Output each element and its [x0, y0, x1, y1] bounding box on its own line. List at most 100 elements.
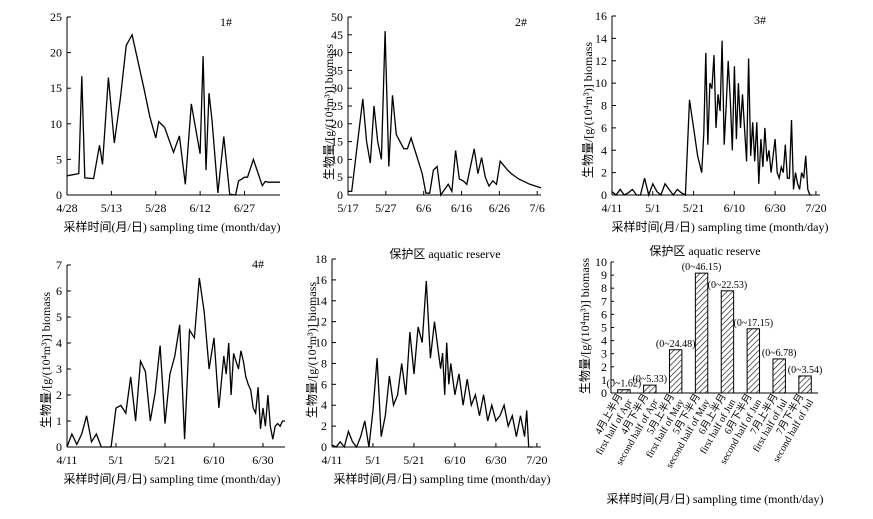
bar-range-label: (0~24.48): [656, 339, 696, 350]
y-axis-label: 生物量/[g/(10⁴m³)] biomass: [39, 292, 53, 428]
y-tick-label: 50: [331, 10, 343, 24]
y-tick-label: 6: [56, 284, 62, 298]
x-axis-label: 采样时间(月/日) sampling time (month/day): [64, 471, 281, 486]
y-axis-label: 生物量/[g/(10⁴m³)] biomass: [581, 42, 595, 178]
x-tick-label: 5/21: [683, 201, 704, 215]
x-tick-label: 6/30: [485, 453, 506, 467]
x-tick-label: 6/30: [252, 453, 273, 467]
y-tick-label: 4: [601, 334, 607, 348]
y-tick-label: 5: [337, 170, 343, 184]
chart-station3: 0 2 4 6 8 10 12 14 16 4/11 5/1 5/21 6/10 6/30 7/20: [595, 9, 827, 215]
series-line: [66, 277, 285, 448]
y-tick-label: 25: [50, 10, 62, 24]
y-tick-label: 10: [595, 255, 607, 269]
y-tick-label: 35: [331, 63, 343, 77]
x-tick-label: 6/16: [451, 201, 472, 215]
y-tick-label: 3: [601, 347, 607, 361]
x-tick-label: 6/6: [416, 201, 431, 215]
chart-reserve_line: 0 2 4 6 8 10 12 14 16 18 4/11 5/1 5/21 6/10 6/30 7/20: [315, 252, 548, 467]
series-line: [331, 280, 533, 449]
panel-title: 保护区 aquatic reserve: [389, 247, 500, 261]
bar: [643, 384, 657, 394]
y-tick-label: 8: [321, 356, 327, 370]
y-tick-label: 18: [315, 252, 327, 266]
y-tick-label: 8: [601, 281, 607, 295]
x-tick-label: 4/11: [322, 453, 343, 467]
x-tick-label: 5/1: [645, 201, 660, 215]
y-tick-label: 40: [331, 46, 343, 60]
chart-station1: 0 5 10 15 20 25 4/28 5/13 5/28 6/12 6/27: [50, 10, 280, 215]
bar: [694, 272, 709, 394]
y-tick-label: 10: [50, 117, 62, 131]
y-tick-label: 4: [601, 143, 607, 157]
bar: [746, 328, 761, 394]
x-tick-label: 7/6: [530, 201, 545, 215]
chart-station4: 0 1 2 3 4 5 6 7 4/11 5/1 5/21 6/10 6/30: [56, 258, 285, 467]
y-tick-label: 5: [56, 310, 62, 324]
y-tick-label: 6: [601, 121, 607, 135]
y-tick-label: 4: [321, 398, 327, 412]
x-tick-label: 5/1: [365, 453, 380, 467]
y-tick-label: 20: [331, 117, 343, 131]
bar-range-label: (0~1.62): [607, 379, 642, 390]
x-tick-label: 7/20: [805, 201, 826, 215]
y-tick-label: 10: [331, 152, 343, 166]
y-tick-label: 15: [331, 135, 343, 149]
y-tick-label: 10: [595, 76, 607, 90]
y-tick-label: 15: [50, 81, 62, 95]
x-axis-label: 采样时间(月/日) sampling time (month/day): [607, 491, 824, 506]
x-tick-label: 6/10: [203, 453, 224, 467]
y-tick-label: 1: [601, 373, 607, 387]
x-axis-label: 采样时间(月/日) sampling time (month/day): [64, 219, 281, 234]
bar-range-label: (0~22.53): [708, 280, 748, 291]
panel-station1: 1# 采样时间(月/日) sampling time (month/day): [64, 15, 281, 234]
x-tick-label: 6/27: [234, 201, 255, 215]
panel-station4: 4# 生物量/[g/(10⁴m³)] biomass 采样时间(月/日) sam…: [39, 257, 280, 486]
x-tick-label: 5/17: [337, 201, 358, 215]
y-tick-label: 4: [56, 336, 62, 350]
panel-station2: 2# 生物量/[g/(10⁴m³)] biomass: [322, 15, 527, 180]
bar-range-label: (0~5.33): [633, 374, 668, 385]
y-tick-label: 5: [56, 152, 62, 166]
x-tick-label: 4/11: [57, 453, 78, 467]
y-tick-label: 2: [601, 360, 607, 374]
x-axis-label: 采样时间(月/日) sampling time (month/day): [612, 219, 829, 234]
y-tick-label: 7: [601, 294, 607, 308]
panel-reserve-bar: 保护区 aquatic reserve 生物量/[g/(10⁴m³)] biom…: [578, 244, 823, 506]
y-tick-label: 8: [601, 99, 607, 113]
x-tick-label: 6/30: [764, 201, 785, 215]
y-tick-label: 45: [331, 28, 343, 42]
x-tick-label: 4/11: [602, 201, 623, 215]
y-tick-label: 14: [595, 31, 607, 45]
bar: [668, 349, 683, 394]
x-tick-label: 6/26: [489, 201, 510, 215]
y-tick-label: 0: [337, 188, 343, 202]
x-tick-label: 5/21: [154, 453, 175, 467]
series-line: [348, 31, 542, 197]
panel-title: 3#: [754, 13, 766, 27]
series-line: [611, 40, 812, 198]
x-tick-label: 6/10: [444, 453, 465, 467]
y-tick-label: 1: [56, 414, 62, 428]
x-tick-label: 5/1: [108, 453, 123, 467]
y-axis-label: 生物量/[g/(10⁴m³)] biomass: [305, 282, 319, 418]
y-tick-label: 5: [601, 321, 607, 335]
series-line: [66, 32, 280, 196]
y-tick-label: 20: [50, 46, 62, 60]
y-tick-label: 2: [321, 419, 327, 433]
y-tick-label: 16: [315, 273, 327, 287]
bar-range-label: (0~46.15): [682, 262, 722, 273]
x-tick-label: 4/28: [56, 201, 77, 215]
y-tick-label: 16: [595, 9, 607, 23]
panel-station3: 3# 生物量/[g/(10⁴m³)] biomass 采样时间(月/日) sam…: [581, 13, 828, 234]
panel-reserve-line: 保护区 aquatic reserve 生物量/[g/(10⁴m³)] biom…: [305, 247, 550, 486]
chart-station2: 0 5 10 15 20 25 30 35 40 45 50 5/17 5/27 6/6 6/16 6/26 7…: [331, 10, 545, 215]
y-tick-label: 3: [56, 362, 62, 376]
y-tick-label: 2: [56, 388, 62, 402]
bar: [617, 389, 631, 394]
y-tick-label: 6: [321, 377, 327, 391]
x-tick-label: 5/27: [375, 201, 396, 215]
x-tick-label: 7/20: [526, 453, 547, 467]
y-tick-label: 30: [331, 81, 343, 95]
bar-range-label: (0~17.15): [734, 318, 774, 329]
